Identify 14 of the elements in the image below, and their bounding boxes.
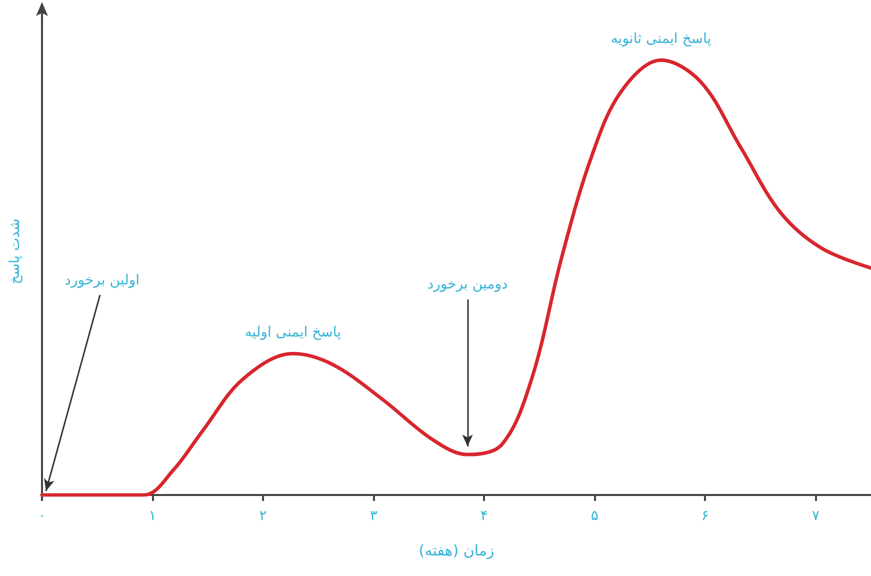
x-axis-title: زمان (هفته) <box>418 542 494 560</box>
annotation: دومین برخورد <box>427 276 508 293</box>
y-axis-title: شدت پاسخ <box>7 218 23 284</box>
x-tick-label: ۶ <box>701 508 709 524</box>
annotation: پاسخ ایمنی ثانویه <box>610 31 712 48</box>
annotation: اولین برخورد <box>64 272 140 288</box>
x-tick-label: ۴ <box>480 508 488 524</box>
annotation: پاسخ ایمنی اولیه <box>244 324 342 341</box>
x-tick-label: ۷ <box>812 508 820 524</box>
x-tick-label: ۳ <box>370 508 378 524</box>
x-tick-label: ۰ <box>38 508 46 524</box>
x-tick-label: ۱ <box>148 508 156 524</box>
x-tick-label: ۵ <box>590 508 598 524</box>
x-tick-label: ۲ <box>259 508 267 524</box>
